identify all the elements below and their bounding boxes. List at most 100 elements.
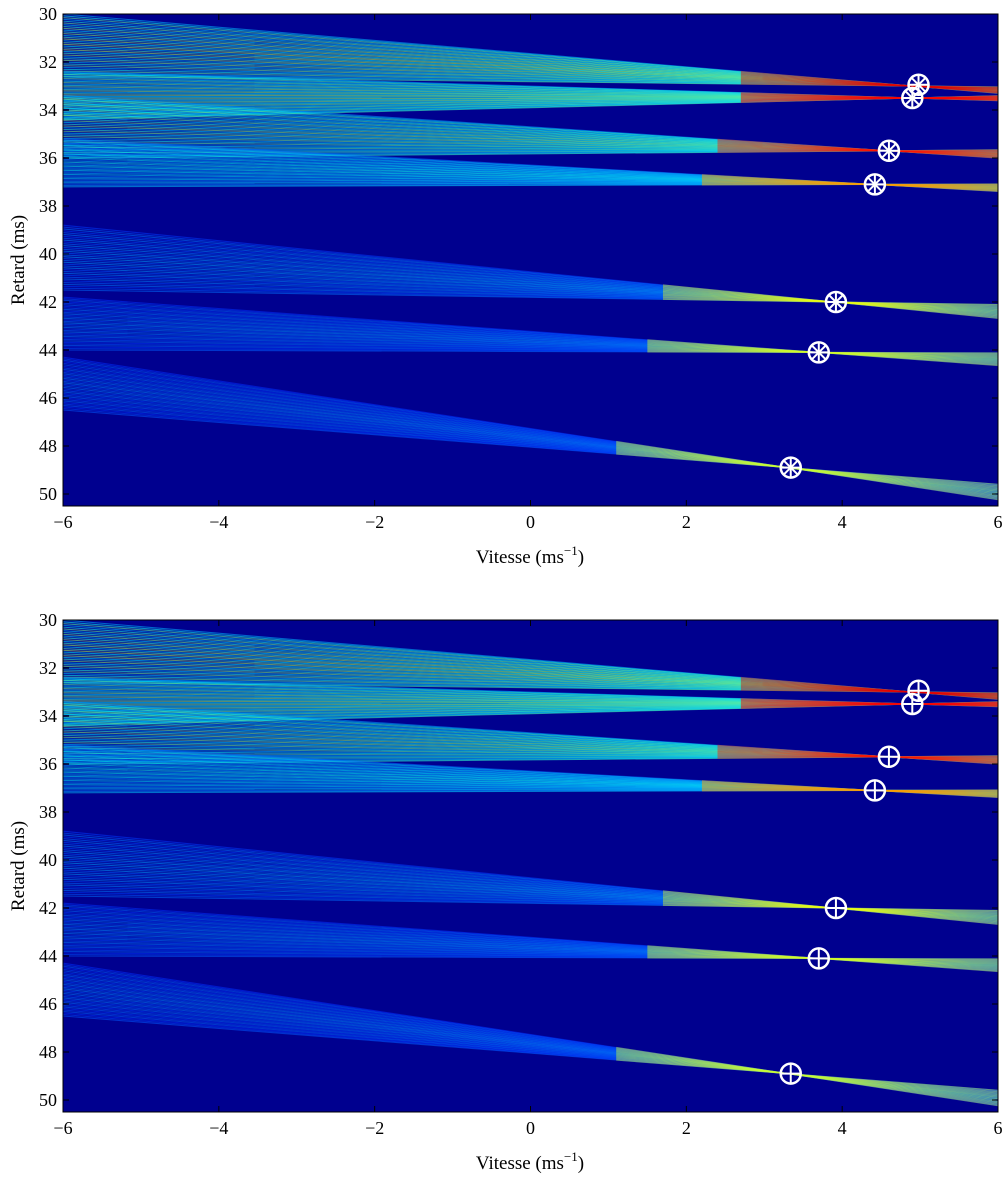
- beam-core-line: [616, 440, 998, 501]
- beam-core-line: [740, 72, 998, 94]
- y-tick-label: 40: [39, 244, 57, 264]
- x-tick-label: 2: [682, 512, 691, 532]
- beam-core-line: [717, 751, 998, 761]
- beam-core-line: [740, 687, 998, 695]
- beam-core-line: [701, 181, 998, 187]
- x-tick-label: 2: [682, 1118, 691, 1138]
- y-tick-label: 50: [39, 484, 57, 504]
- marker-layer: [779, 73, 930, 479]
- beam-core-line: [740, 680, 998, 699]
- beam-core-line: [740, 689, 998, 694]
- beam-core-line: [717, 748, 998, 763]
- beam-core-line: [717, 144, 998, 155]
- y-tick-label: 50: [39, 1090, 57, 1110]
- beam-core-line: [740, 80, 998, 90]
- beam-core-line: [701, 177, 998, 190]
- beam-core-line: [701, 182, 998, 186]
- beam-core-line: [740, 95, 998, 103]
- beam-core-line: [616, 1054, 998, 1097]
- circle-asterisk-marker: [907, 73, 930, 97]
- y-tick-label: 46: [39, 994, 57, 1014]
- x-tick-label: −4: [209, 512, 228, 532]
- beam-core-line: [616, 1048, 998, 1105]
- beam-core-line: [717, 755, 998, 758]
- beam-core-line: [740, 682, 998, 698]
- beam-core-line: [740, 679, 998, 699]
- beam-core: [717, 138, 998, 159]
- y-tick-label: 40: [39, 850, 57, 870]
- beam-core: [616, 440, 998, 501]
- y-tick-label: 30: [39, 4, 57, 24]
- marker-layer: [779, 679, 930, 1085]
- beam-core-line: [701, 782, 998, 797]
- beam-core-line: [717, 143, 998, 156]
- beam-core-line: [616, 445, 998, 495]
- beam-core-line: [740, 83, 998, 88]
- y-tick-label: 48: [39, 1042, 57, 1062]
- beam-core-line: [740, 686, 998, 696]
- beam-core-line: [740, 681, 998, 698]
- y-tick-label: 42: [39, 898, 57, 918]
- heatmap-layer: [63, 14, 998, 501]
- x-axis: −6 −4 −2 0 2 4 6: [53, 620, 1003, 1138]
- beam-core-line: [701, 787, 998, 793]
- marker-line: [881, 143, 897, 159]
- beam-core-line: [701, 180, 998, 188]
- y-tick-label: 32: [39, 658, 57, 678]
- beam-core-line: [616, 452, 998, 487]
- circle-plus-marker: [901, 692, 924, 716]
- y-axis: 30 32 34 36 38 40 42 44 46 48 50: [39, 610, 998, 1110]
- y-tick-label: 36: [39, 148, 57, 168]
- beam-core-line: [740, 82, 998, 89]
- circle-plus-marker: [824, 896, 848, 920]
- beam-core-line: [616, 1051, 998, 1101]
- circle-asterisk-marker: [824, 290, 848, 314]
- x-tick-label: 4: [838, 1118, 847, 1138]
- circle-asterisk-marker: [901, 86, 924, 110]
- beam-core-line: [701, 176, 998, 191]
- beam-core-line: [616, 444, 998, 497]
- beam-core-line: [701, 788, 998, 792]
- beam-core-line: [740, 96, 998, 101]
- beam-core-line: [717, 142, 998, 157]
- beam-core-line: [701, 183, 998, 186]
- beam-core-line: [740, 688, 998, 695]
- beam-line: [63, 409, 998, 485]
- beam-core-line: [701, 782, 998, 797]
- beam-core-line: [616, 1049, 998, 1104]
- beam-core-line: [701, 784, 998, 795]
- fan-beam: [63, 962, 998, 1107]
- beam-core-line: [701, 176, 998, 191]
- y-tick-label: 48: [39, 436, 57, 456]
- y-tick-label: 38: [39, 196, 57, 216]
- beam-line: [63, 1015, 998, 1091]
- beam-core-line: [701, 780, 998, 799]
- y-tick-label: 44: [39, 946, 57, 966]
- marker-line: [910, 77, 927, 93]
- beam-core-line: [740, 73, 998, 93]
- beam-core: [740, 698, 998, 709]
- beam-core-line: [717, 754, 998, 759]
- beam-core-line: [717, 755, 998, 759]
- x-tick-label: −2: [365, 512, 384, 532]
- circle-asterisk-marker: [779, 456, 802, 479]
- fan-beam: [63, 744, 998, 799]
- beam-core-line: [717, 138, 998, 159]
- x-axis: −6 −4 −2 0 2 4 6: [53, 14, 1003, 532]
- beam-core: [740, 70, 998, 94]
- beam-core-line: [740, 676, 998, 700]
- x-tick-label: 4: [838, 512, 847, 532]
- beam-core-line: [740, 92, 998, 101]
- y-tick-label: 42: [39, 292, 57, 312]
- beam-core-line: [616, 446, 998, 494]
- beam-core-line: [740, 683, 998, 697]
- y-axis-label: Retard (ms): [8, 821, 29, 911]
- beam-core-line: [717, 141, 998, 158]
- x-tick-label: −4: [209, 1118, 228, 1138]
- beam-core-line: [740, 94, 998, 100]
- circle-plus-marker: [877, 745, 901, 769]
- fan-beam: [63, 902, 998, 973]
- beam-core-line: [740, 698, 998, 708]
- beam-core-line: [717, 139, 998, 158]
